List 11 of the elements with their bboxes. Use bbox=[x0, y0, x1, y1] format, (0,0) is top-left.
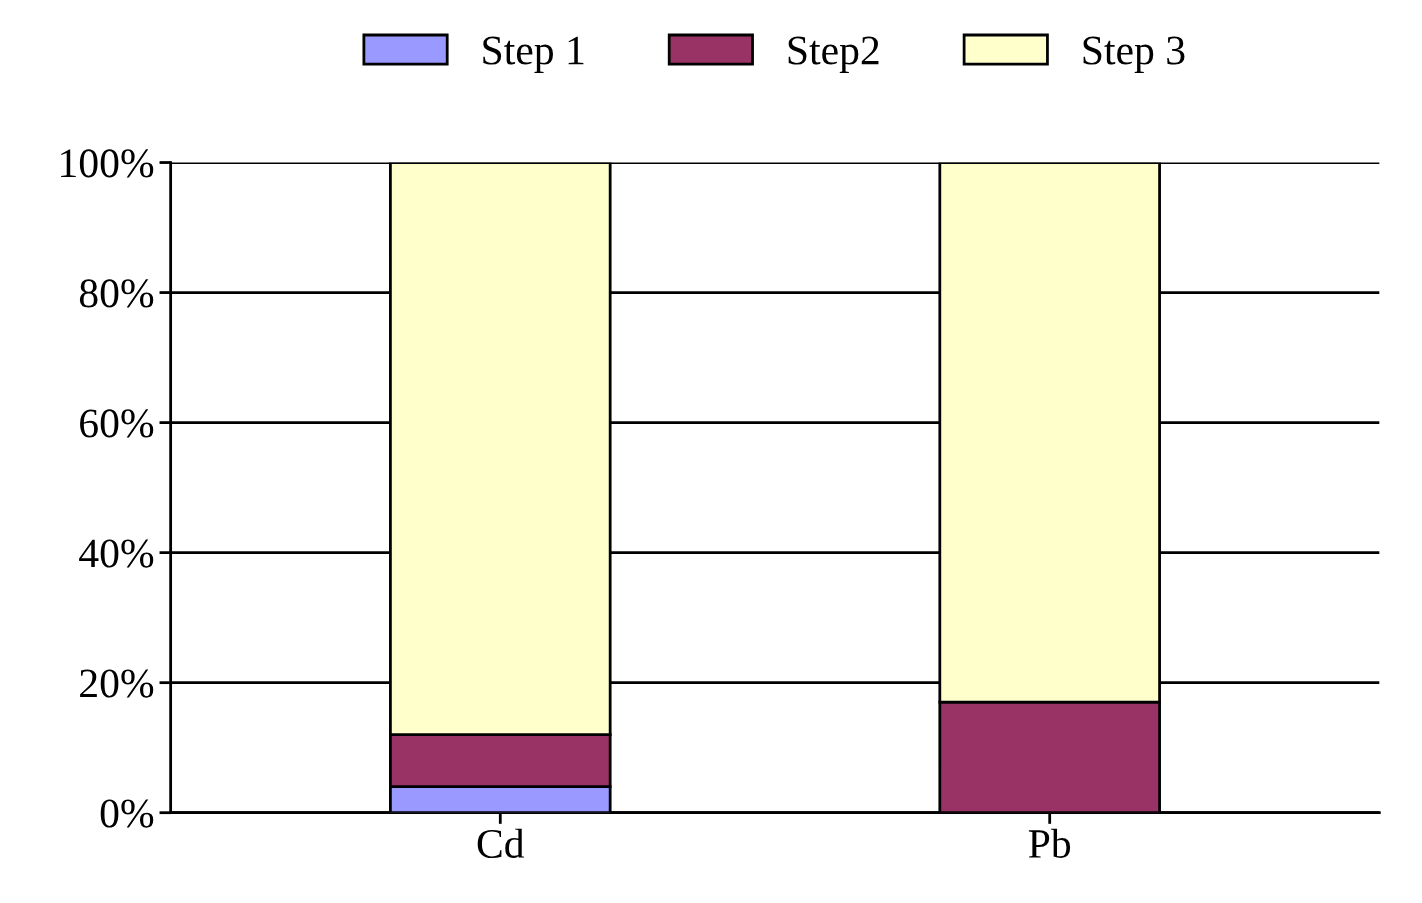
legend-label: Step 1 bbox=[483, 36, 584, 74]
y-tick-label: 100% bbox=[61, 149, 154, 178]
legend-label: Step2 bbox=[788, 36, 879, 74]
y-tick-label: 80% bbox=[79, 279, 154, 308]
y-tick-label: 0% bbox=[100, 799, 154, 828]
y-tick-label: 40% bbox=[79, 539, 154, 568]
legend-label: Step 3 bbox=[1083, 36, 1185, 74]
x-tick-label: Cd bbox=[477, 828, 525, 858]
y-tick-label: 20% bbox=[80, 669, 154, 698]
y-tick-label: 60% bbox=[80, 409, 154, 438]
x-tick-label: Pb bbox=[1028, 828, 1071, 858]
